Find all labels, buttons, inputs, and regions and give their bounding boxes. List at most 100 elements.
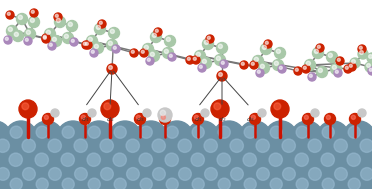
Circle shape [109,121,141,153]
Circle shape [81,115,86,119]
Circle shape [211,147,247,183]
Circle shape [229,166,260,189]
Circle shape [278,65,286,73]
Circle shape [61,177,90,189]
Circle shape [202,137,235,170]
Circle shape [348,63,356,71]
Circle shape [86,151,118,184]
Circle shape [259,63,269,74]
Circle shape [309,168,321,180]
Circle shape [230,139,243,152]
Circle shape [44,115,48,119]
Circle shape [166,126,178,138]
Circle shape [0,139,9,152]
Circle shape [83,173,115,189]
Circle shape [218,178,230,189]
Circle shape [321,177,350,189]
Circle shape [141,50,144,53]
Circle shape [273,60,283,70]
Circle shape [369,173,372,189]
Circle shape [29,147,65,183]
Circle shape [126,139,140,152]
Circle shape [275,47,285,59]
Circle shape [206,35,214,43]
Circle shape [191,125,220,154]
Circle shape [147,133,182,169]
Circle shape [192,126,204,138]
Circle shape [161,173,193,189]
Circle shape [31,173,63,189]
Circle shape [303,66,306,69]
Circle shape [153,168,165,180]
Circle shape [108,147,142,183]
Circle shape [193,57,196,60]
Circle shape [329,162,363,189]
Circle shape [17,162,51,189]
Circle shape [42,114,54,125]
Circle shape [191,177,220,189]
Circle shape [14,32,19,36]
Circle shape [334,139,347,152]
Circle shape [326,115,330,119]
Text: d$_1$: d$_1$ [194,115,202,124]
Circle shape [228,137,261,170]
Circle shape [369,68,372,71]
Circle shape [282,139,295,152]
Circle shape [57,173,89,189]
Circle shape [176,137,209,170]
Circle shape [64,34,68,38]
Circle shape [87,125,116,154]
Circle shape [0,151,14,184]
Circle shape [158,108,172,122]
Circle shape [318,68,323,72]
Circle shape [347,125,372,154]
Circle shape [198,133,234,169]
Circle shape [302,114,314,125]
Circle shape [136,115,141,119]
Circle shape [369,55,372,58]
Circle shape [307,137,339,170]
Circle shape [49,43,52,46]
Circle shape [291,121,323,153]
Circle shape [94,133,129,169]
Circle shape [125,137,157,170]
Circle shape [6,26,17,36]
Circle shape [140,126,152,138]
Circle shape [160,114,170,125]
Circle shape [100,168,113,180]
Circle shape [265,41,268,44]
Circle shape [185,147,221,183]
Circle shape [74,168,87,180]
Circle shape [217,43,228,53]
Circle shape [267,151,300,184]
Circle shape [54,13,62,21]
Circle shape [315,147,350,183]
Circle shape [305,60,315,70]
Circle shape [30,9,38,17]
Circle shape [31,10,34,13]
Circle shape [295,68,298,71]
Circle shape [51,36,61,46]
Circle shape [352,60,355,63]
Circle shape [243,153,256,166]
Circle shape [87,177,116,189]
Circle shape [192,56,200,64]
Circle shape [294,67,302,75]
Circle shape [264,40,272,48]
Circle shape [336,57,344,65]
Circle shape [47,166,78,189]
Circle shape [16,13,28,25]
Circle shape [189,151,222,184]
Circle shape [155,29,158,32]
Circle shape [114,178,126,189]
Circle shape [150,137,183,170]
Circle shape [140,49,148,57]
Circle shape [369,121,372,153]
Circle shape [82,41,90,49]
Circle shape [347,153,360,166]
Circle shape [113,125,142,154]
Circle shape [165,153,179,166]
Circle shape [165,177,194,189]
Circle shape [271,100,289,118]
Circle shape [166,178,178,189]
